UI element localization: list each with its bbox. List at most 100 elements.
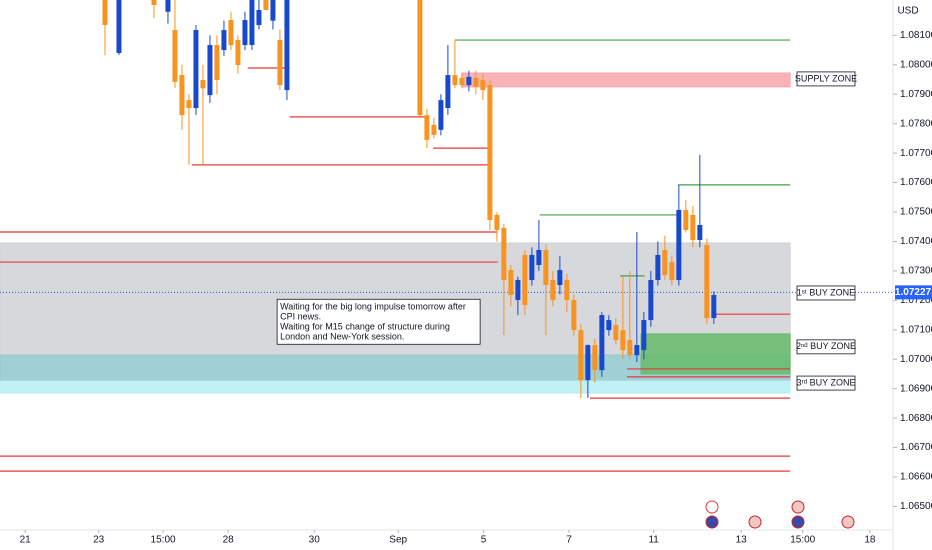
candle-body: [704, 244, 710, 318]
candle-body: [676, 209, 682, 281]
candle-body: [417, 0, 423, 116]
candle-body: [571, 300, 577, 331]
zone-label: 2ⁿᵈ BUY ZONE: [796, 341, 856, 351]
y-tick-label: 1.07600: [900, 177, 932, 188]
x-tick-label: 15:00: [151, 535, 176, 546]
candle-body: [487, 85, 493, 220]
candle-body: [116, 0, 122, 53]
candle-body: [438, 100, 444, 130]
candle-body: [508, 270, 514, 296]
candle-body: [207, 45, 213, 96]
y-tick-label: 1.07300: [900, 266, 932, 277]
candle-body: [683, 209, 689, 230]
candle-body: [627, 340, 633, 356]
candle-body: [263, 0, 269, 11]
current-price-label: 1.07227: [895, 287, 932, 298]
x-tick-label: 15:00: [790, 535, 815, 546]
zone-label: 3ʳᵈ BUY ZONE: [797, 377, 856, 387]
x-tick-label: 11: [648, 535, 659, 546]
y-tick-label: 1.07400: [900, 236, 932, 247]
y-tick-label: 1.06900: [900, 383, 932, 394]
candle-body: [515, 280, 521, 301]
zone-label-box: [796, 375, 856, 391]
candle-body: [277, 40, 283, 86]
candle-body: [606, 320, 612, 331]
y-tick-label: 1.07800: [900, 118, 932, 129]
candle-body: [249, 0, 255, 46]
candle-body: [536, 249, 542, 265]
candle-body: [431, 124, 437, 135]
candle-body: [655, 254, 661, 281]
current-price-box: [895, 285, 932, 300]
candle-body: [634, 345, 640, 356]
event-icon: [791, 500, 805, 514]
y-tick-label: 1.07500: [900, 207, 932, 218]
y-tick-label: 1.07000: [900, 354, 932, 365]
candle-body: [662, 249, 668, 276]
candle-body: [648, 280, 654, 321]
candle-body: [228, 20, 234, 46]
x-tick-label: 7: [566, 535, 572, 546]
candle-body: [214, 45, 220, 81]
x-tick-label: 18: [864, 535, 876, 546]
zone-label-box: [796, 71, 856, 87]
y-tick-label: 1.07100: [900, 324, 932, 335]
candle-body: [172, 30, 178, 82]
candle-body: [270, 0, 276, 21]
currency-label: USD: [897, 6, 918, 17]
zone: [0, 380, 791, 394]
candle-body: [480, 80, 486, 91]
y-tick-label: 1.07700: [900, 148, 932, 159]
x-tick-label: 23: [93, 535, 105, 546]
event-icon: [705, 515, 719, 529]
y-tick-label: 1.07900: [900, 89, 932, 100]
annotation-text: Waiting for the big long impulse tomorro…: [280, 302, 466, 312]
candle-body: [550, 280, 556, 301]
zone-label: SUPPLY ZONE: [795, 73, 857, 83]
y-tick-label: 1.08100: [900, 30, 932, 41]
candle-body: [200, 80, 206, 89]
candle-body: [557, 270, 563, 286]
candle-body: [711, 295, 717, 318]
zone: [461, 72, 791, 88]
event-icon: [748, 515, 762, 529]
plot-area: Waiting for the big long impulse tomorro…: [0, 0, 893, 472]
event-icon: [705, 500, 719, 514]
candle-body: [494, 214, 500, 230]
candle-body: [641, 320, 647, 351]
candle-body: [284, 0, 290, 91]
candle-body: [543, 249, 549, 286]
x-tick-label: 13: [736, 535, 748, 546]
candle-body: [669, 262, 675, 281]
candle-body: [690, 214, 696, 240]
y-tick-label: 1.06600: [900, 472, 932, 483]
candle-body: [473, 78, 479, 87]
y-tick-label: 1.06800: [900, 413, 932, 424]
candle-body: [522, 254, 528, 306]
candle-body: [599, 315, 605, 371]
candle-body: [151, 0, 157, 6]
candle-body: [221, 30, 227, 51]
annotation-text: London and New-York session.: [280, 332, 404, 342]
candle-body: [186, 100, 192, 109]
candle-body: [466, 76, 472, 86]
x-tick-label: 30: [309, 535, 321, 546]
candle-body: [193, 30, 199, 109]
zone-label-box: [796, 339, 856, 355]
y-tick-label: 1.06500: [900, 501, 932, 512]
annotation-box: [276, 298, 481, 345]
x-tick-label: 21: [20, 535, 32, 546]
candle-body: [179, 75, 185, 116]
zone: [640, 333, 791, 375]
x-tick-label: Sep: [389, 535, 407, 546]
zone-label-box: [796, 285, 856, 301]
y-tick-label: 1.06700: [900, 442, 932, 453]
candle-body: [459, 78, 465, 86]
x-tick-label: 5: [481, 535, 487, 546]
candle-body: [235, 40, 241, 66]
candle-body: [620, 330, 626, 351]
event-icons: [705, 500, 855, 529]
candle-body: [564, 280, 570, 301]
candle-body: [613, 325, 619, 341]
